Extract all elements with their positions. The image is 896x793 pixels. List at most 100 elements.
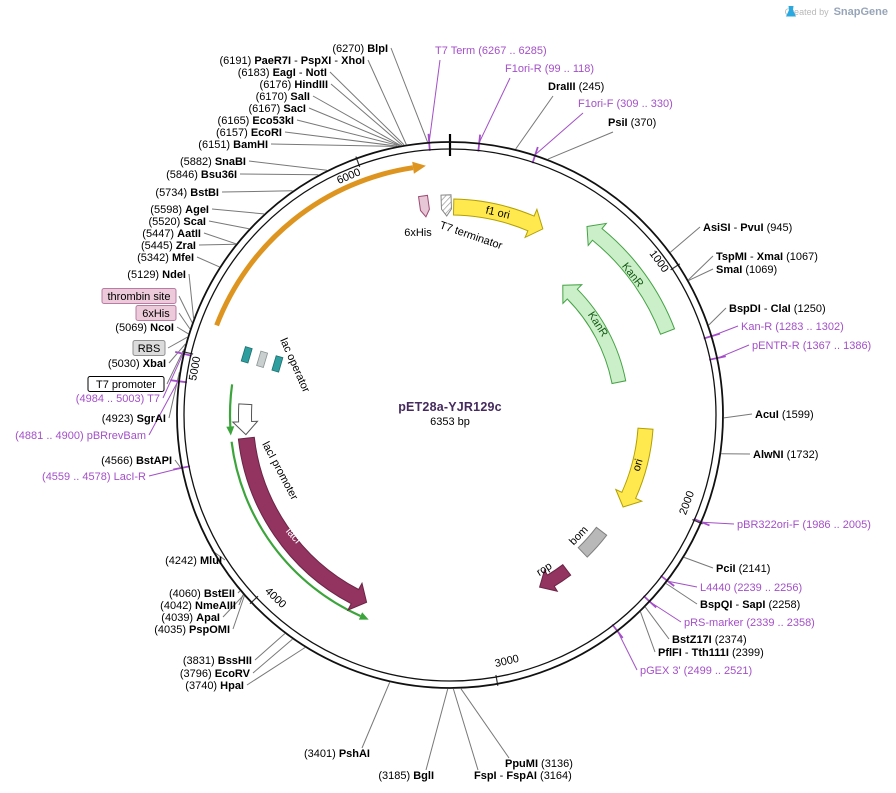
rop-feature[interactable]: [538, 564, 572, 592]
enzyme-label[interactable]: (5445) ZraI: [141, 240, 196, 252]
enzyme-label[interactable]: PpuMI (3136): [505, 758, 573, 770]
primer-label[interactable]: T7 Term (6267 .. 6285): [435, 45, 547, 57]
enzyme-label[interactable]: (6157) EcoRI: [216, 127, 282, 139]
enzyme-label[interactable]: PflFI - Tth111I (2399): [658, 647, 764, 659]
enzyme-label[interactable]: (4042) NmeAIII: [160, 600, 236, 612]
t7-terminator-label[interactable]: T7 terminator: [438, 219, 504, 252]
enzyme-label[interactable]: (3831) BssHII: [183, 655, 252, 667]
primer-label[interactable]: (4984 .. 5003) T7: [76, 393, 160, 405]
primer-label[interactable]: (4881 .. 4900) pBRrevBam: [15, 430, 146, 442]
enzyme-label[interactable]: PsiI (370): [608, 117, 656, 129]
kanr-inner-feature[interactable]: [562, 284, 627, 385]
enzyme-label[interactable]: (4035) PspOMI: [154, 624, 230, 636]
laci-promoter-feature[interactable]: [231, 403, 259, 436]
enzyme-label[interactable]: (6176) HindIII: [260, 79, 328, 91]
enzyme-label[interactable]: (5342) MfeI: [137, 252, 194, 264]
enzyme-label[interactable]: BspDI - ClaI (1250): [729, 303, 826, 315]
callout-line: [702, 521, 735, 525]
f1-ori-feature[interactable]: [452, 198, 544, 239]
callout-line: [644, 606, 670, 640]
enzyme-label[interactable]: (4566) BstAPI: [101, 455, 172, 467]
t7-terminator-mini-feature[interactable]: [440, 194, 452, 217]
t7-promoter-box[interactable]: [87, 376, 165, 392]
orf-frame-b-feature[interactable]: [228, 384, 234, 427]
callout-line: [208, 220, 249, 230]
plasmid-name[interactable]: pET28a-YJR129c: [398, 400, 502, 414]
enzyme-label[interactable]: (6191) PaeR7I - PspXI - XhoI: [219, 55, 365, 67]
callout-line: [198, 243, 236, 246]
primer-label[interactable]: (4559 .. 4578) LacI-R: [42, 471, 146, 483]
enzyme-label[interactable]: (4242) MluI: [165, 555, 222, 567]
enzyme-label[interactable]: BspQI - SapI (2258): [700, 599, 800, 611]
primer-label[interactable]: pGEX 3' (2499 .. 2521): [640, 665, 752, 677]
laci-feature[interactable]: [237, 436, 368, 612]
enzyme-label[interactable]: (5882) SnaBI: [180, 156, 246, 168]
orf-frame-a-feature[interactable]: [230, 441, 361, 618]
primer-label[interactable]: F1ori-R (99 .. 118): [505, 63, 594, 75]
enzyme-label[interactable]: AlwNI (1732): [753, 449, 818, 461]
lac-operator-seg1-feature[interactable]: [240, 346, 253, 364]
insert-orf-feature[interactable]: [214, 165, 414, 327]
ori-feature[interactable]: [614, 427, 654, 508]
orf-frame-b-arrowhead: [226, 426, 235, 436]
6xhis-box[interactable]: [135, 305, 177, 321]
rbs-box[interactable]: [132, 340, 166, 356]
callout-line: [246, 647, 306, 686]
callout-line: [367, 59, 407, 145]
enzyme-label[interactable]: (5520) ScaI: [149, 216, 207, 228]
callout-line: [460, 688, 510, 759]
enzyme-label[interactable]: (5069) NcoI: [115, 322, 174, 334]
ori-label[interactable]: ori: [631, 458, 646, 473]
enzyme-label[interactable]: (6270) BlpI: [332, 43, 388, 55]
enzyme-label[interactable]: (5598) AgeI: [150, 204, 209, 216]
lac-operator-label[interactable]: lac operator: [277, 336, 312, 394]
feature-box-label: RBS: [138, 343, 161, 355]
enzyme-label[interactable]: TspMI - XmaI (1067): [716, 251, 818, 263]
enzyme-label[interactable]: (6183) EagI - NotI: [238, 67, 327, 79]
enzyme-label[interactable]: (5030) XbaI: [108, 358, 166, 370]
enzyme-label[interactable]: (3740) HpaI: [185, 680, 244, 692]
primer-label[interactable]: F1ori-F (309 .. 330): [578, 98, 673, 110]
callout-line: [547, 131, 614, 160]
lac-operator-seg2-feature[interactable]: [256, 350, 269, 368]
primer-label[interactable]: Kan-R (1283 .. 1302): [741, 321, 844, 333]
his-tag-mini-feature[interactable]: [417, 194, 431, 218]
enzyme-label[interactable]: PciI (2141): [716, 563, 770, 575]
enzyme-label[interactable]: SmaI (1069): [716, 264, 777, 276]
lac-operator-seg3-feature[interactable]: [271, 355, 284, 373]
callout-line: [708, 307, 727, 326]
kanr-outer-feature[interactable]: [586, 222, 676, 335]
f1-ori-label[interactable]: f1 ori: [484, 204, 511, 221]
enzyme-label[interactable]: (5447) AatII: [142, 228, 201, 240]
enzyme-label[interactable]: BstZ17I (2374): [672, 634, 747, 646]
bom-feature[interactable]: [577, 526, 608, 558]
enzyme-label[interactable]: (5129) NdeI: [127, 269, 186, 281]
enzyme-label[interactable]: AcuI (1599): [755, 409, 814, 421]
callout-line: [308, 107, 401, 147]
plasmid-backbone-ring-inner: [183, 148, 717, 682]
enzyme-label[interactable]: (6167) SacI: [249, 103, 307, 115]
thrombin-site-box[interactable]: [101, 288, 177, 304]
enzyme-label[interactable]: AsiSI - PvuI (945): [703, 222, 792, 234]
enzyme-label[interactable]: (3796) EcoRV: [180, 668, 251, 680]
enzyme-label[interactable]: (6165) Eco53kI: [218, 115, 294, 127]
callout-line: [428, 59, 441, 142]
primer-label[interactable]: pRS-marker (2339 .. 2358): [684, 617, 815, 629]
enzyme-label[interactable]: FspI - FspAI (3164): [474, 770, 572, 782]
enzyme-label[interactable]: (4923) SgrAI: [102, 413, 166, 425]
enzyme-label[interactable]: (6170) SalI: [256, 91, 310, 103]
position-label: 5000: [187, 355, 203, 381]
enzyme-label[interactable]: DraIII (245): [548, 81, 604, 93]
6xhis-label[interactable]: 6xHis: [404, 227, 432, 239]
primer-label[interactable]: L4440 (2239 .. 2256): [700, 582, 802, 594]
enzyme-label[interactable]: (4060) BstEII: [169, 588, 235, 600]
callout-line: [390, 47, 428, 143]
enzyme-label[interactable]: (3185) BglI: [378, 770, 434, 782]
enzyme-label[interactable]: (5846) Bsu36I: [166, 169, 237, 181]
enzyme-label[interactable]: (6151) BamHI: [198, 139, 268, 151]
enzyme-label[interactable]: (4039) ApaI: [161, 612, 220, 624]
primer-label[interactable]: pENTR-R (1367 .. 1386): [752, 340, 871, 352]
primer-label[interactable]: pBR322ori-F (1986 .. 2005): [737, 519, 871, 531]
enzyme-label[interactable]: (5734) BstBI: [155, 187, 219, 199]
enzyme-label[interactable]: (3401) PshAI: [304, 748, 370, 760]
